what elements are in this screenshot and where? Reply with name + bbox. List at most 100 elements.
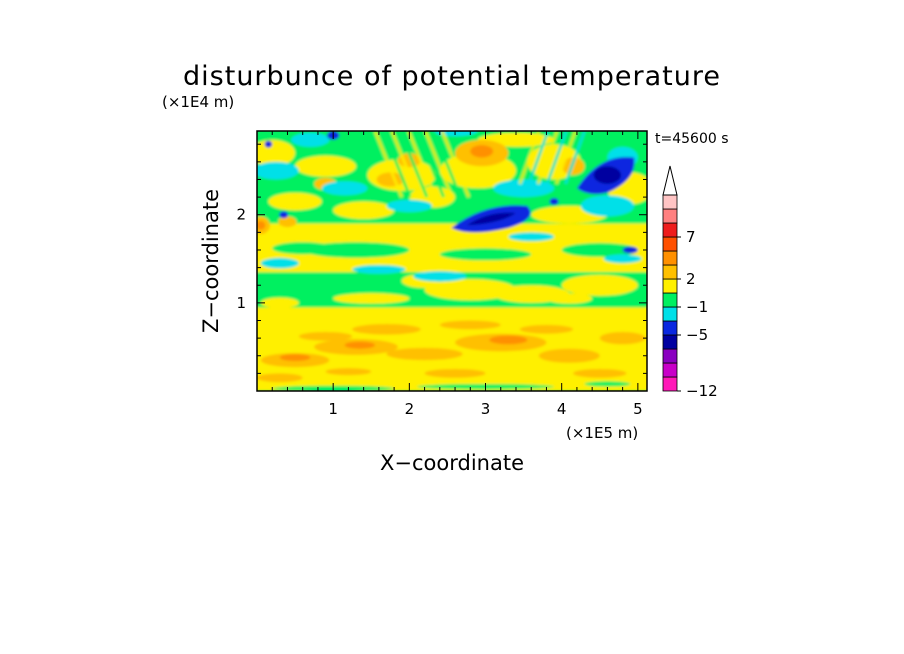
warm-patch bbox=[519, 324, 574, 334]
chart-title: disturbunce of potential temperature bbox=[183, 61, 721, 92]
x-tick-label: 5 bbox=[633, 400, 643, 418]
cold-core bbox=[466, 212, 516, 226]
colorbar-swatch bbox=[662, 348, 678, 364]
warm-intrusion bbox=[424, 279, 516, 301]
neutral-streak bbox=[561, 242, 638, 258]
warm-patch bbox=[386, 347, 463, 361]
cool-streak bbox=[603, 254, 642, 264]
wave-streak bbox=[564, 131, 586, 185]
cool-patch bbox=[291, 132, 330, 147]
wave-streak bbox=[398, 131, 429, 198]
cool-streak bbox=[508, 232, 555, 242]
wave-streak bbox=[415, 131, 446, 198]
colorbar: 7 2 −1 −5 −12 bbox=[662, 165, 718, 400]
neutral-streak bbox=[439, 248, 532, 261]
colorbar-swatch bbox=[662, 208, 678, 224]
colorbar-label: −5 bbox=[686, 326, 708, 344]
colorbar-swatch bbox=[662, 320, 678, 336]
wave-streak bbox=[382, 131, 412, 198]
axis-ticks bbox=[257, 131, 647, 391]
x-tick-label: 1 bbox=[328, 400, 338, 418]
warm-patch bbox=[424, 368, 486, 378]
wave-streak bbox=[545, 131, 568, 185]
colorbar-swatch bbox=[662, 236, 678, 252]
y-tick-label: 2 bbox=[236, 206, 246, 224]
wave-streak bbox=[554, 131, 577, 185]
cool-patch bbox=[386, 199, 433, 213]
colorbar-label: −1 bbox=[686, 298, 708, 316]
warm-patch bbox=[257, 373, 303, 383]
neutral-streak bbox=[272, 242, 334, 255]
neutral-streak bbox=[584, 381, 631, 387]
cool-patch bbox=[321, 181, 368, 196]
y-tick-labels: 12 bbox=[236, 206, 246, 312]
wave-streak bbox=[536, 131, 559, 185]
colorbar-label: −12 bbox=[686, 382, 718, 400]
lower-yellow-band bbox=[257, 307, 647, 391]
cold-spot bbox=[279, 211, 289, 219]
colorbar-swatch bbox=[662, 376, 678, 392]
warm-patch bbox=[352, 324, 421, 335]
colorbar-swatch bbox=[662, 306, 678, 322]
x-tick-labels: 1 2 3 4 5 bbox=[328, 400, 642, 418]
warm-patch bbox=[538, 348, 600, 363]
warm-patch bbox=[325, 368, 372, 376]
cool-patch bbox=[580, 195, 635, 217]
x-tick-label: 3 bbox=[481, 400, 491, 418]
colorbar-arrow bbox=[662, 165, 678, 196]
wave-streak bbox=[527, 131, 550, 185]
plot-frame bbox=[256, 130, 648, 392]
x-axis-label: X−coordinate bbox=[380, 451, 524, 475]
wave-streak bbox=[407, 131, 437, 198]
warm-patch bbox=[268, 192, 322, 211]
cold-spot bbox=[264, 140, 273, 148]
cool-streak bbox=[413, 271, 467, 282]
warm-patch bbox=[344, 341, 376, 349]
warm-patch bbox=[298, 331, 353, 341]
warm-patch bbox=[573, 368, 627, 378]
y-axis-label: Z−coordinate bbox=[199, 189, 223, 333]
contour-field bbox=[257, 131, 647, 391]
warm-patch bbox=[489, 335, 528, 345]
cold-spot bbox=[622, 246, 638, 254]
wave-streak bbox=[390, 131, 420, 198]
warm-intrusion bbox=[260, 297, 299, 309]
colorbar-swatch bbox=[662, 250, 678, 266]
warm-core bbox=[278, 216, 297, 228]
warm-core bbox=[470, 145, 494, 158]
x-tick-label: 2 bbox=[405, 400, 415, 418]
wave-streak bbox=[423, 131, 454, 198]
time-label: t=45600 s bbox=[655, 131, 729, 147]
warm-patch bbox=[333, 201, 395, 220]
x-tick-label: 4 bbox=[557, 400, 567, 418]
warm-intrusion bbox=[561, 274, 638, 296]
cool-streak bbox=[352, 264, 406, 274]
colorbar-swatch bbox=[662, 362, 678, 378]
wave-streak bbox=[440, 131, 471, 198]
wave-streak bbox=[518, 131, 541, 185]
colorbar-label: 7 bbox=[686, 228, 696, 246]
cold-spot bbox=[549, 197, 559, 206]
warm-patch bbox=[439, 320, 501, 330]
wave-streak bbox=[373, 131, 404, 198]
warm-core bbox=[257, 220, 266, 230]
y-tick-label: 1 bbox=[236, 294, 246, 312]
colorbar-swatch bbox=[662, 194, 678, 210]
x-unit-label: (×1E5 m) bbox=[566, 424, 638, 442]
colorbar-swatch bbox=[662, 278, 678, 294]
colorbar-swatch bbox=[662, 292, 678, 308]
cool-patch bbox=[493, 179, 555, 198]
colorbar-swatch bbox=[662, 264, 678, 280]
colorbar-swatch bbox=[662, 334, 678, 350]
y-unit-label: (×1E4 m) bbox=[162, 93, 234, 111]
cool-streak bbox=[260, 257, 299, 269]
warm-intrusion bbox=[333, 293, 410, 304]
wave-streak bbox=[432, 131, 462, 198]
cool-patch bbox=[257, 161, 299, 180]
warm-patch bbox=[279, 353, 311, 362]
cold-core bbox=[593, 166, 622, 184]
warm-intrusion bbox=[546, 293, 593, 304]
warm-patch bbox=[295, 155, 357, 177]
colorbar-label: 2 bbox=[686, 270, 696, 288]
